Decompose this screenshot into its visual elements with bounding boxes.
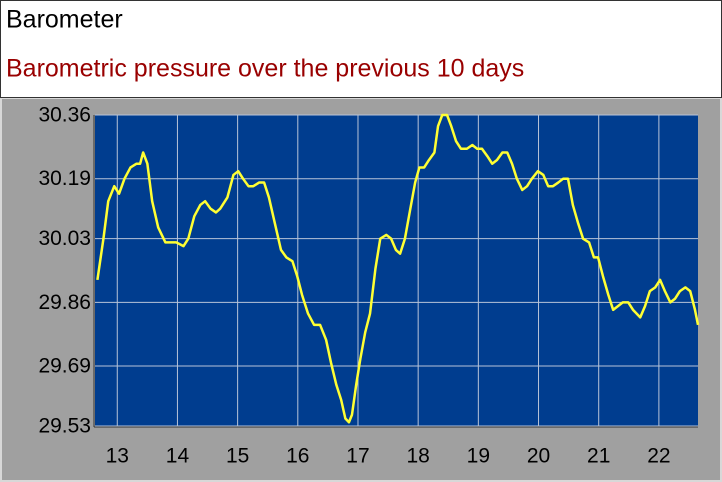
- y-tick-label: 29.69: [38, 355, 91, 378]
- chart-title: Barometer: [6, 6, 123, 34]
- x-tick-label: 16: [286, 445, 309, 468]
- x-tick-label: 15: [226, 445, 249, 468]
- y-tick-label: 29.86: [38, 291, 91, 314]
- chart-subtitle: Barometric pressure over the previous 10…: [6, 55, 524, 83]
- x-tick-label: 17: [346, 445, 369, 468]
- x-tick-label: 22: [647, 445, 670, 468]
- header: [0, 0, 722, 98]
- x-tick-label: 19: [467, 445, 490, 468]
- x-tick-label: 14: [166, 445, 190, 468]
- x-tick-label: 18: [406, 445, 429, 468]
- y-tick-label: 30.19: [38, 167, 91, 190]
- x-tick-label: 20: [527, 445, 550, 468]
- y-tick-label: 30.36: [38, 104, 91, 127]
- pressure-line: [96, 113, 700, 424]
- x-tick-label: 13: [106, 445, 129, 468]
- y-tick-label: 29.53: [38, 415, 91, 438]
- plot-area: [95, 115, 698, 426]
- y-tick-label: 30.03: [38, 227, 91, 250]
- x-tick-label: 21: [587, 445, 610, 468]
